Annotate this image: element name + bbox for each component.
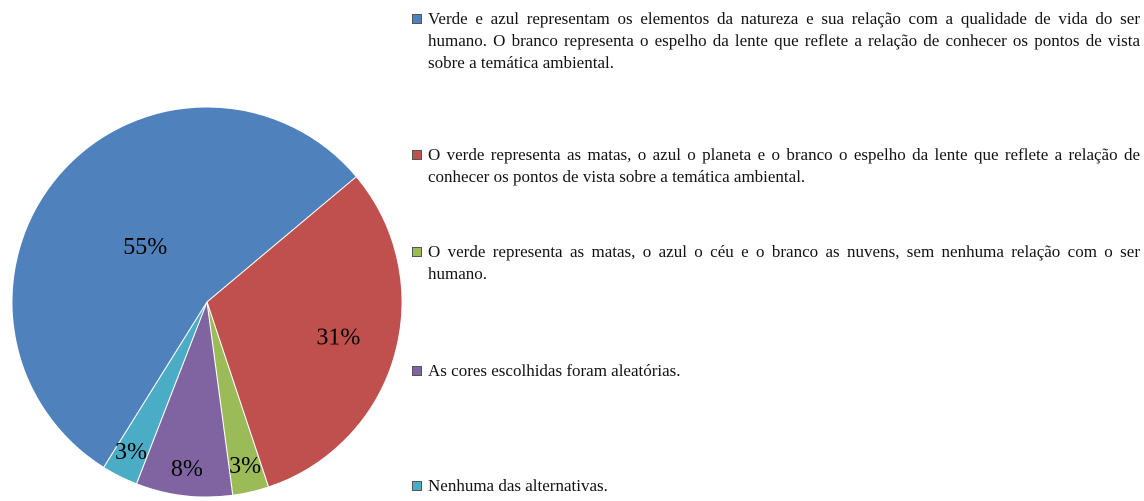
- data-label: 3%: [229, 453, 261, 479]
- data-label: 8%: [171, 456, 203, 482]
- legend-item: As cores escolhidas foram aleatórias.: [412, 360, 1140, 382]
- legend-swatch: [412, 366, 422, 376]
- legend-item: O verde representa as matas, o azul o pl…: [412, 144, 1140, 188]
- legend-text: Nenhuma das alternativas.: [428, 476, 608, 495]
- data-label: 55%: [123, 234, 167, 260]
- legend-text: As cores escolhidas foram aleatórias.: [428, 361, 681, 380]
- legend-swatch: [412, 150, 422, 160]
- pie-slice: [135, 301, 234, 498]
- legend-swatch: [412, 481, 422, 491]
- pie-slice: [11, 106, 358, 469]
- legend-text: O verde representa as matas, o azul o cé…: [428, 242, 1140, 283]
- data-label: 31%: [316, 325, 360, 351]
- legend-swatch: [412, 14, 422, 24]
- data-label: 3%: [115, 439, 147, 465]
- legend-swatch: [412, 247, 422, 257]
- pie-slice: [206, 175, 403, 488]
- legend-item: Verde e azul representam os elementos da…: [412, 8, 1140, 74]
- legend-text: Verde e azul representam os elementos da…: [428, 9, 1140, 72]
- legend-item: Nenhuma das alternativas.: [412, 475, 1140, 497]
- legend-item: O verde representa as matas, o azul o cé…: [412, 241, 1140, 285]
- legend-text: O verde representa as matas, o azul o pl…: [428, 145, 1140, 186]
- pie-slice: [102, 301, 208, 485]
- pie-chart: 55% 31% 3% 8% 3%: [11, 106, 403, 498]
